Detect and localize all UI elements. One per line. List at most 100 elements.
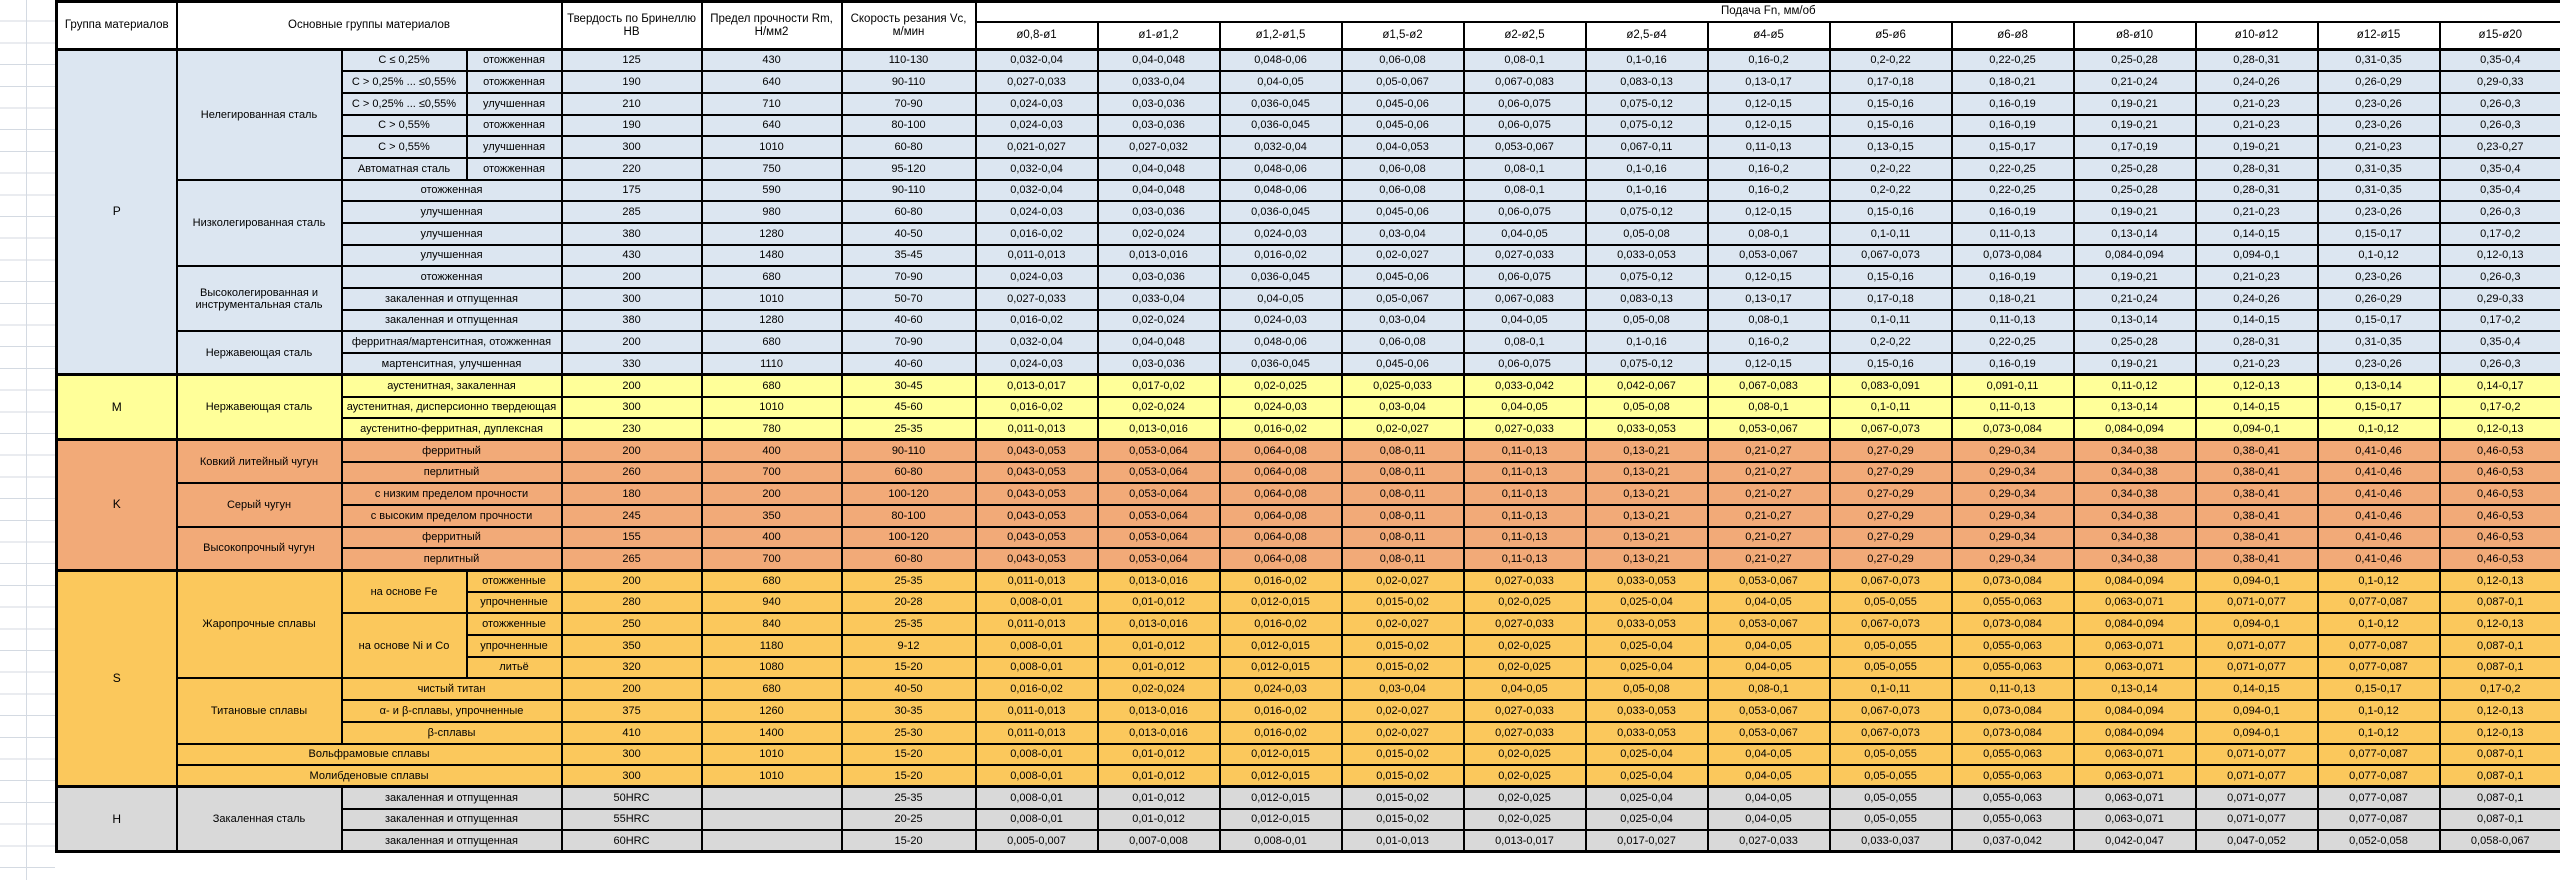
feed-value-cell[interactable]: 0,04-0,05 (1706, 655, 1831, 680)
strength-cell[interactable]: 430 (700, 48, 843, 73)
feed-value-cell[interactable]: 0,23-0,26 (2316, 352, 2441, 376)
feed-value-cell[interactable]: 0,055-0,063 (1950, 742, 2075, 767)
feed-value-cell[interactable]: 0,027-0,033 (1462, 417, 1587, 441)
feed-value-cell[interactable]: 0,12-0,13 (2438, 417, 2560, 441)
hardness-cell[interactable]: 200 (560, 438, 703, 463)
feed-value-cell[interactable]: 0,053-0,064 (1096, 503, 1221, 528)
feed-value-cell[interactable]: 0,073-0,084 (1950, 699, 2075, 723)
feed-value-cell[interactable]: 0,19-0,21 (2072, 265, 2197, 290)
strength-cell[interactable]: 1280 (700, 308, 843, 333)
feed-value-cell[interactable]: 0,024-0,03 (974, 352, 1099, 376)
strength-cell[interactable]: 1010 (700, 395, 843, 420)
feed-value-cell[interactable]: 0,063-0,071 (2072, 764, 2197, 788)
feed-value-cell[interactable]: 0,1-0,16 (1584, 330, 1709, 355)
feed-value-cell[interactable]: 0,073-0,084 (1950, 612, 2075, 637)
feed-value-cell[interactable]: 0,29-0,34 (1950, 482, 2075, 506)
feed-value-cell[interactable]: 0,024-0,03 (974, 91, 1099, 116)
row-header-gutter[interactable] (0, 0, 55, 880)
feed-value-cell[interactable]: 0,04-0,05 (1218, 287, 1343, 311)
hardness-cell[interactable]: 280 (560, 590, 703, 615)
feed-value-cell[interactable]: 0,16-0,19 (1950, 91, 2075, 116)
feed-value-cell[interactable]: 0,015-0,02 (1340, 590, 1465, 615)
cutting-speed-cell[interactable]: 60-80 (840, 547, 977, 571)
feed-value-cell[interactable]: 0,024-0,03 (1218, 677, 1343, 702)
feed-value-cell[interactable]: 0,012-0,015 (1218, 807, 1343, 832)
feed-value-cell[interactable]: 0,008-0,01 (974, 764, 1099, 788)
feed-value-cell[interactable]: 0,077-0,087 (2316, 655, 2441, 680)
feed-value-cell[interactable]: 0,19-0,21 (2194, 135, 2319, 159)
feed-value-cell[interactable]: 0,11-0,13 (1462, 503, 1587, 528)
feed-value-cell[interactable]: 0,03-0,036 (1096, 91, 1221, 116)
hardness-cell[interactable]: 380 (560, 222, 703, 246)
feed-value-cell[interactable]: 0,41-0,46 (2316, 525, 2441, 550)
feed-value-cell[interactable]: 0,16-0,19 (1950, 200, 2075, 224)
feed-diameter-header[interactable]: ø4-ø5 (1706, 20, 1831, 51)
feed-value-cell[interactable]: 0,058-0,067 (2438, 829, 2560, 853)
feed-value-cell[interactable]: 0,1-0,16 (1584, 48, 1709, 73)
feed-value-cell[interactable]: 0,053-0,067 (1462, 135, 1587, 159)
feed-value-cell[interactable]: 0,073-0,084 (1950, 720, 2075, 745)
feed-value-cell[interactable]: 0,29-0,33 (2438, 70, 2560, 94)
feed-value-cell[interactable]: 0,28-0,31 (2194, 156, 2319, 181)
feed-value-cell[interactable]: 0,26-0,3 (2438, 91, 2560, 116)
material-group-cell[interactable]: Нержавеющая сталь (175, 373, 343, 441)
feed-value-cell[interactable]: 0,46-0,53 (2438, 438, 2560, 463)
feed-value-cell[interactable]: 0,042-0,047 (2072, 829, 2197, 853)
feed-value-cell[interactable]: 0,26-0,29 (2316, 70, 2441, 94)
feed-value-cell[interactable]: 0,043-0,053 (974, 525, 1099, 550)
material-variant-cell[interactable]: с высоким пределом прочности (340, 503, 563, 528)
hardness-cell[interactable]: 300 (560, 742, 703, 767)
feed-value-cell[interactable]: 0,13-0,21 (1584, 547, 1709, 571)
feed-value-cell[interactable]: 0,04-0,048 (1096, 48, 1221, 73)
strength-cell[interactable]: 700 (700, 547, 843, 571)
feed-value-cell[interactable]: 0,05-0,08 (1584, 395, 1709, 420)
cutting-speed-cell[interactable]: 110-130 (840, 48, 977, 73)
material-group-cell[interactable]: Низколегированная сталь (175, 178, 343, 268)
feed-value-cell[interactable]: 0,19-0,21 (2072, 352, 2197, 376)
material-variant-cell[interactable]: C ≤ 0,25% (340, 48, 468, 73)
feed-value-cell[interactable]: 0,11-0,12 (2072, 373, 2197, 398)
feed-value-cell[interactable]: 0,03-0,04 (1340, 222, 1465, 246)
material-variant-cell[interactable]: аустенитная, закаленная (340, 373, 563, 398)
feed-value-cell[interactable]: 0,16-0,2 (1706, 178, 1831, 203)
feed-value-cell[interactable]: 0,1-0,12 (2316, 417, 2441, 441)
feed-value-cell[interactable]: 0,31-0,35 (2316, 330, 2441, 355)
feed-value-cell[interactable]: 0,053-0,064 (1096, 438, 1221, 463)
feed-value-cell[interactable]: 0,094-0,1 (2194, 243, 2319, 268)
feed-value-cell[interactable]: 0,19-0,21 (2072, 113, 2197, 138)
strength-cell[interactable]: 1010 (700, 742, 843, 767)
material-variant-cell[interactable]: отожженная (465, 48, 563, 73)
feed-value-cell[interactable]: 0,024-0,03 (974, 265, 1099, 290)
feed-diameter-header[interactable]: ø1-ø1,2 (1096, 20, 1221, 51)
feed-value-cell[interactable]: 0,13-0,21 (1584, 438, 1709, 463)
feed-value-cell[interactable]: 0,048-0,06 (1218, 330, 1343, 355)
feed-value-cell[interactable]: 0,04-0,05 (1706, 590, 1831, 615)
feed-value-cell[interactable]: 0,14-0,15 (2194, 395, 2319, 420)
feed-value-cell[interactable]: 0,06-0,08 (1340, 156, 1465, 181)
feed-value-cell[interactable]: 0,17-0,19 (2072, 135, 2197, 159)
feed-value-cell[interactable]: 0,043-0,053 (974, 482, 1099, 506)
feed-value-cell[interactable]: 0,033-0,053 (1584, 612, 1709, 637)
feed-value-cell[interactable]: 0,025-0,04 (1584, 742, 1709, 767)
material-variant-cell[interactable]: улучшенная (340, 200, 563, 224)
feed-value-cell[interactable]: 0,08-0,11 (1340, 460, 1465, 485)
feed-value-cell[interactable]: 0,1-0,12 (2316, 612, 2441, 637)
strength-cell[interactable]: 1010 (700, 764, 843, 788)
feed-value-cell[interactable]: 0,27-0,29 (1828, 525, 1953, 550)
material-variant-cell[interactable]: C > 0,25% ... ≤0,55% (340, 70, 468, 94)
feed-value-cell[interactable]: 0,15-0,16 (1828, 91, 1953, 116)
group-code-cell[interactable]: H (55, 785, 178, 853)
cutting-speed-cell[interactable]: 25-35 (840, 417, 977, 441)
feed-value-cell[interactable]: 0,033-0,04 (1096, 70, 1221, 94)
feed-value-cell[interactable]: 0,033-0,053 (1584, 568, 1709, 593)
feed-value-cell[interactable]: 0,008-0,01 (974, 785, 1099, 810)
material-group-cell[interactable]: Титановые сплавы (175, 677, 343, 745)
feed-value-cell[interactable]: 0,053-0,067 (1706, 699, 1831, 723)
feed-value-cell[interactable]: 0,025-0,04 (1584, 590, 1709, 615)
feed-value-cell[interactable]: 0,03-0,04 (1340, 395, 1465, 420)
feed-value-cell[interactable]: 0,015-0,02 (1340, 785, 1465, 810)
feed-value-cell[interactable]: 0,02-0,027 (1340, 612, 1465, 637)
material-variant-cell[interactable]: закаленная и отпущенная (340, 308, 563, 333)
feed-value-cell[interactable]: 0,071-0,077 (2194, 742, 2319, 767)
feed-value-cell[interactable]: 0,048-0,06 (1218, 48, 1343, 73)
